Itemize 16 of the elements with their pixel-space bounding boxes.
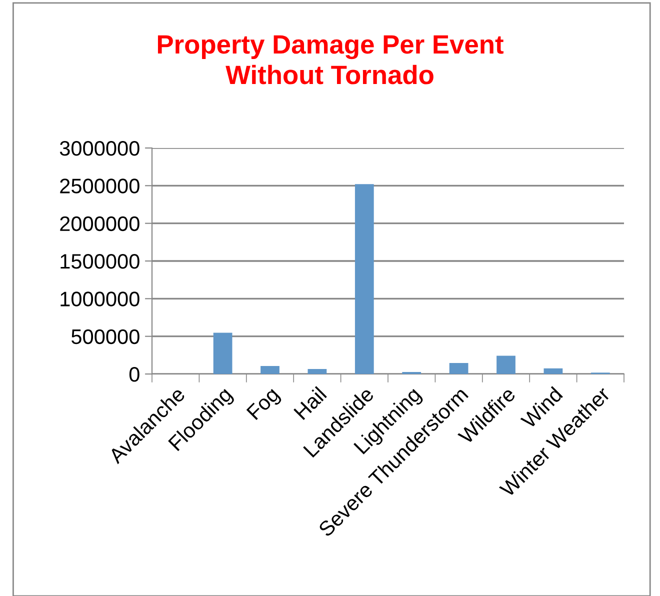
y-tick-label: 2500000 — [60, 178, 140, 194]
y-tick-label: 1000000 — [60, 292, 140, 306]
bar — [544, 368, 563, 374]
bar — [449, 363, 468, 374]
bar — [354, 184, 374, 374]
y-tick-label: 500000 — [72, 329, 140, 344]
bar — [213, 332, 232, 374]
chart-title: Property Damage Per Event Without Tornado — [158, 35, 504, 84]
x-tick-label: Fog — [246, 386, 283, 424]
bar — [260, 366, 280, 374]
y-tick-label: 0 — [129, 367, 140, 382]
y-tick-label: 2000000 — [60, 216, 140, 232]
bar — [496, 356, 516, 374]
y-tick-label: 3000000 — [60, 141, 140, 156]
y-tick-label: 1500000 — [60, 254, 140, 269]
bar — [308, 369, 327, 374]
